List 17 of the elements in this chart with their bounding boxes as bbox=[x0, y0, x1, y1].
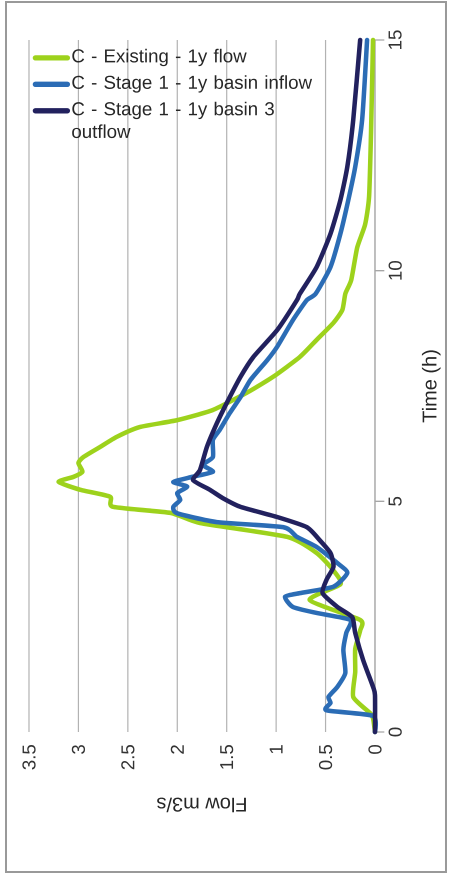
y-tick-label: 5 bbox=[388, 496, 402, 506]
legend-label: C - Existing - 1y flow bbox=[72, 48, 247, 66]
x-tick-label: 0.5 bbox=[318, 745, 332, 770]
y-axis-title: Time (h) bbox=[422, 350, 441, 422]
y-tick-label: 10 bbox=[388, 261, 402, 280]
x-tick-label: 0 bbox=[368, 744, 382, 754]
y-tick-label: 15 bbox=[388, 30, 402, 49]
legend-label: C - Stage 1 - 1y basin 3 outflow bbox=[72, 102, 274, 138]
x-tick-label: 1.5 bbox=[220, 745, 234, 769]
x-tick-label: 1 bbox=[270, 745, 283, 754]
x-axis-title: Flow m3/s bbox=[157, 798, 246, 812]
x-tick-label: 2 bbox=[170, 745, 184, 754]
x-tick-label: 2.5 bbox=[121, 745, 134, 770]
x-tick-label: 3 bbox=[72, 745, 86, 754]
legend-label: C - Stage 1 - 1y basin inflow bbox=[72, 75, 312, 93]
x-tick-label: 3.5 bbox=[22, 745, 36, 770]
y-tick-label: 0 bbox=[388, 728, 402, 736]
